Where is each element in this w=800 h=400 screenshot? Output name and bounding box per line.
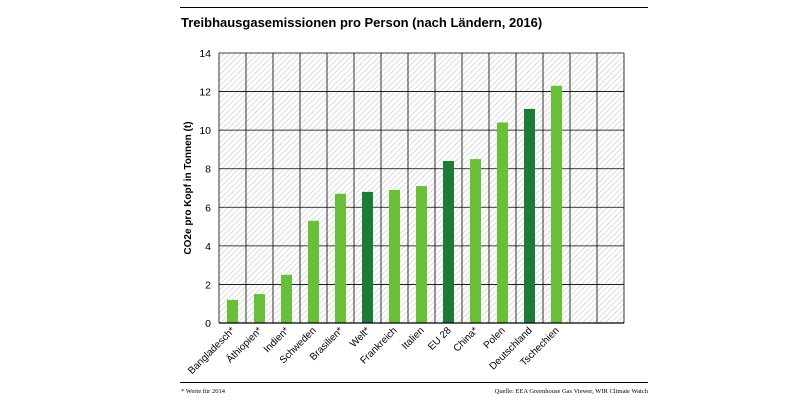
bar (362, 191, 373, 323)
bar (227, 299, 238, 323)
source-note: Quelle: EEA Greenhouse Gas Viewer, WIR C… (494, 388, 648, 395)
x-tick-label: China* (452, 325, 481, 354)
y-axis-label: CO2e pro Kopf in Tonnen (t) (183, 121, 194, 254)
y-tick-label: 0 (205, 318, 211, 330)
bar (416, 186, 427, 323)
bar (470, 159, 481, 323)
y-tick-label: 12 (199, 87, 211, 99)
chart-title: Treibhausgasemissionen pro Person (nach … (181, 15, 543, 30)
y-tick-label: 2 (205, 279, 211, 291)
x-tick-label: Italien (400, 325, 427, 352)
y-tick-label: 4 (205, 241, 211, 253)
bar (281, 274, 292, 323)
top-rule (180, 7, 648, 8)
y-tick-label: 10 (199, 125, 211, 137)
bar (551, 85, 562, 324)
bar (524, 108, 535, 323)
y-tick-label: 8 (205, 164, 211, 176)
bottom-rule (180, 382, 648, 383)
y-tick-label: 6 (205, 202, 211, 214)
x-tick-label: EU 28 (426, 325, 454, 353)
bar (443, 161, 454, 323)
footnote: * Werte für 2014 (181, 388, 225, 395)
bar (335, 193, 346, 323)
x-tick-label: Welt* (348, 325, 373, 350)
bar (389, 189, 400, 323)
y-tick-label: 14 (199, 48, 211, 60)
bar (497, 122, 508, 323)
bar (254, 294, 265, 323)
bar (308, 220, 319, 323)
